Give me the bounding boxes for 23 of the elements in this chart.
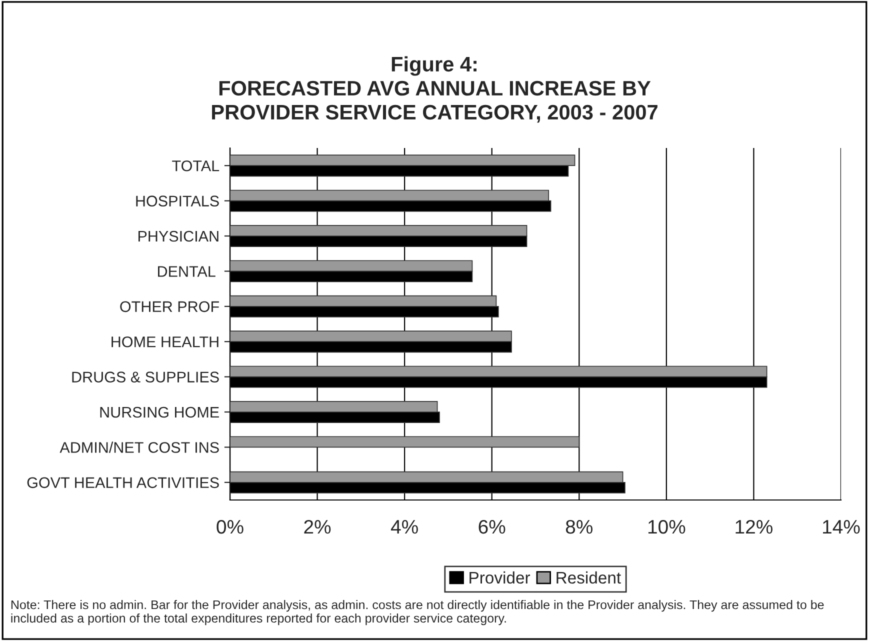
x-tick-label: 10%	[648, 520, 686, 534]
text: Note: There is no admin. Bar for the Provider analysis, as admin. costs are not directly identifiable in the Provider analysis. They are assumed to be included as a portion of the total expenditures reported for each provider service category.	[11, 600, 824, 626]
y-tick-label: DRUGS & SUPPLIES	[72, 372, 219, 382]
y-tick-label: HOME HEALTH	[112, 336, 218, 348]
bar	[230, 436, 580, 448]
x-tick-label: 0%	[216, 520, 244, 534]
x-tick-label: 6%	[478, 520, 506, 534]
y-tick-label: HOSPITALS	[136, 196, 219, 206]
legend-label: Resident	[556, 571, 621, 584]
x-tick-label: 2%	[304, 520, 331, 534]
x-tick-label: 14%	[823, 520, 860, 534]
x-tick-label: 4%	[390, 520, 418, 534]
x-tick-label: 12%	[736, 520, 772, 534]
y-tick-label: ADMIN/NET COST INS	[60, 442, 219, 453]
chart-title: Figure 4: FORECASTED AVG ANNUAL INCREASE BY PROVIDER SERVICE CATEGORY, 2003 - 2007	[212, 56, 658, 123]
y-tick-label: TOTAL	[172, 160, 220, 172]
y-tick-label: PHYSICIAN	[138, 230, 218, 242]
y-tick-label: DENTAL	[158, 266, 216, 277]
y-tick-label: NURSING HOME	[100, 406, 219, 418]
x-tick-label: 8%	[566, 520, 593, 534]
y-tick-label: OTHER PROF	[120, 301, 219, 312]
legend-label: Provider	[470, 571, 530, 584]
y-tick-label: GOVT HEALTH ACTIVITIES	[27, 477, 219, 488]
